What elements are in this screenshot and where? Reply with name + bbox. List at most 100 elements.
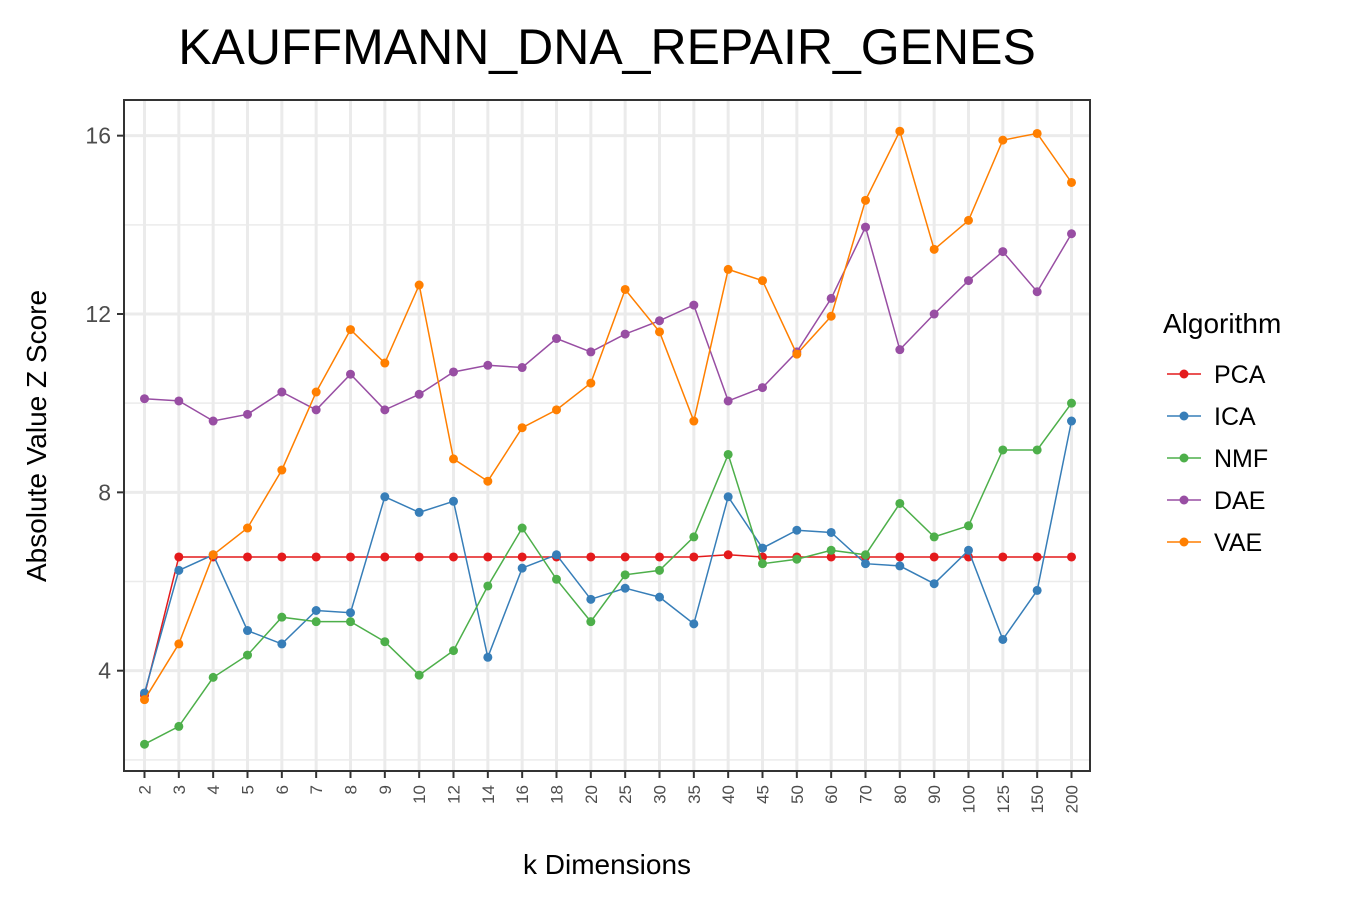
data-point-vae: [414, 280, 424, 290]
data-point-ica: [758, 543, 767, 553]
data-point-nmf: [414, 670, 424, 680]
data-point-ica: [895, 561, 905, 571]
data-point-ica: [311, 605, 321, 615]
data-point-dae: [552, 334, 561, 344]
legend-label-ica: ICA: [1214, 403, 1256, 431]
data-point-dae: [140, 394, 149, 404]
data-point-pca: [689, 552, 699, 562]
data-point-dae: [689, 300, 699, 310]
data-point-ica: [655, 592, 664, 602]
data-point-nmf: [277, 612, 287, 622]
legend-item-ica: ICA: [1167, 403, 1256, 431]
x-tick-label: 50: [788, 785, 807, 804]
data-point-ica: [861, 559, 870, 569]
data-point-ica: [380, 492, 390, 502]
data-point-dae: [655, 316, 664, 326]
data-point-ica: [998, 634, 1008, 644]
series-line-ica: [143, 420, 1073, 694]
y-tick-label: 16: [85, 123, 111, 149]
data-point-dae: [517, 363, 527, 373]
series-line-nmf: [144, 402, 1073, 745]
data-point-ica: [517, 563, 527, 573]
data-point-ica: [346, 608, 355, 618]
data-point-nmf: [792, 554, 802, 564]
data-point-vae: [208, 550, 218, 560]
legend-key-point: [1179, 495, 1189, 505]
data-point-vae: [586, 378, 596, 388]
data-point-dae: [929, 309, 939, 319]
grid: [124, 100, 1090, 771]
data-point-vae: [449, 454, 458, 464]
data-point-pca: [517, 552, 527, 562]
data-point-nmf: [449, 646, 458, 656]
legend-key-point: [1179, 537, 1189, 547]
data-point-dae: [208, 416, 218, 426]
x-tick-label: 150: [1028, 785, 1047, 813]
x-tick-label: 5: [239, 785, 258, 794]
data-point-vae: [277, 465, 287, 475]
chart-title: KAUFFMANN_DNA_REPAIR_GENES: [178, 19, 1036, 75]
x-tick-label: 2: [136, 785, 155, 794]
data-point-dae: [311, 405, 321, 415]
data-point-pca: [895, 552, 905, 562]
data-point-vae: [140, 695, 149, 705]
x-tick-label: 70: [857, 785, 876, 804]
data-point-dae: [1032, 287, 1042, 297]
legend-label-dae: DAE: [1214, 487, 1265, 515]
data-point-vae: [792, 349, 802, 359]
series-ica: [140, 416, 1076, 698]
data-point-vae: [998, 135, 1008, 145]
x-axis-title: k Dimensions: [523, 849, 691, 880]
data-point-ica: [277, 639, 287, 649]
data-point-vae: [243, 523, 252, 533]
data-point-pca: [414, 552, 424, 562]
data-point-pca: [483, 552, 493, 562]
series-layer: [140, 126, 1076, 749]
x-tick-label: 6: [273, 785, 292, 794]
data-point-nmf: [1032, 445, 1042, 455]
data-point-nmf: [346, 617, 355, 627]
data-point-ica: [1032, 585, 1042, 595]
legend-label-vae: VAE: [1214, 529, 1262, 557]
data-point-nmf: [517, 523, 527, 533]
data-point-dae: [1067, 229, 1076, 239]
legend: Algorithm PCA ICA NMF DAE VAE: [1163, 308, 1281, 557]
data-point-dae: [346, 369, 355, 379]
data-point-pca: [311, 552, 321, 562]
data-point-dae: [758, 383, 767, 393]
plot-panel-border: [123, 99, 1091, 772]
data-point-dae: [174, 396, 184, 406]
data-point-dae: [483, 360, 493, 370]
x-tick-label: 16: [513, 785, 532, 804]
data-point-dae: [277, 387, 287, 397]
legend-item-vae: VAE: [1167, 529, 1262, 557]
data-point-dae: [723, 396, 733, 406]
data-point-dae: [964, 276, 973, 286]
legend-key-point: [1179, 369, 1189, 379]
data-point-dae: [414, 389, 424, 399]
data-point-dae: [243, 409, 252, 419]
data-point-nmf: [243, 650, 252, 660]
data-point-dae: [586, 347, 596, 357]
data-point-nmf: [620, 570, 630, 580]
legend-label-pca: PCA: [1214, 361, 1266, 389]
data-point-pca: [826, 552, 836, 562]
x-tick-label: 12: [445, 785, 464, 804]
data-point-nmf: [483, 581, 493, 591]
x-tick-label: 8: [342, 785, 361, 794]
data-point-vae: [723, 264, 733, 274]
data-point-vae: [380, 358, 390, 368]
data-point-dae: [998, 247, 1008, 257]
data-point-vae: [826, 311, 836, 321]
data-point-dae: [620, 329, 630, 339]
data-point-vae: [655, 327, 664, 337]
data-point-nmf: [861, 550, 870, 560]
legend-title: Algorithm: [1163, 308, 1281, 339]
x-tick-label: 25: [616, 785, 635, 804]
series-vae: [140, 126, 1076, 705]
data-point-vae: [1032, 128, 1042, 138]
data-point-ica: [929, 579, 939, 589]
data-point-nmf: [208, 672, 218, 682]
data-point-nmf: [964, 521, 973, 531]
series-line-dae: [144, 224, 1073, 422]
